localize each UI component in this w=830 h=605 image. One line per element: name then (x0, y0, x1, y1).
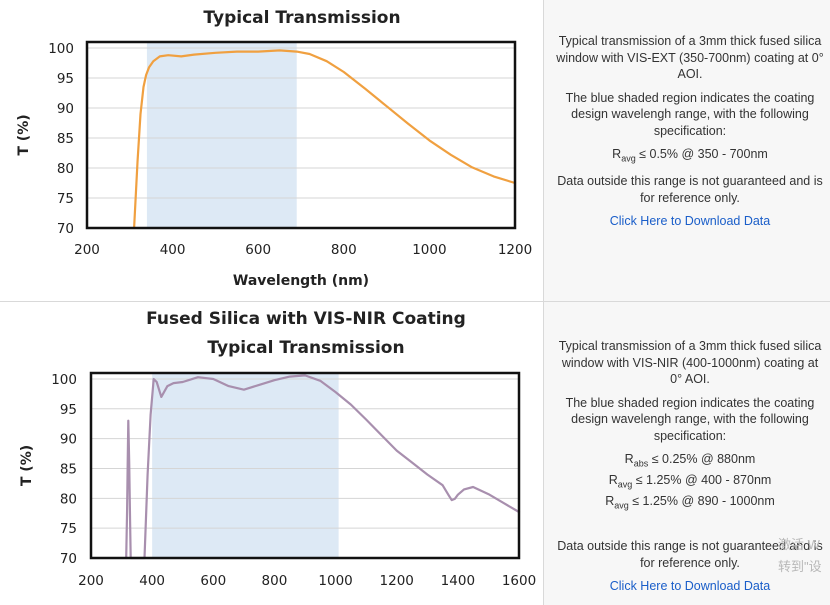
y-tick-label: 95 (57, 71, 74, 87)
y-tick-label: 75 (57, 191, 74, 207)
watermark-line-2: 转到"设 (778, 559, 822, 574)
x-tick-label: 200 (74, 242, 100, 258)
chart-cell-1: Typical Transmission 70 75 80 85 90 95 100 200 40… (0, 0, 543, 301)
chart-title: Typical Transmission (203, 8, 400, 28)
y-axis-label: T (%) (19, 445, 35, 486)
y-tick-label: 70 (60, 551, 77, 567)
coating-range-shade (152, 373, 339, 558)
spec-line: Rabs ≤ 0.25% @ 880nm (624, 452, 756, 469)
x-tick-label: 1000 (318, 573, 352, 589)
spec-list: Ravg ≤ 0.5% @ 350 - 700nm (556, 146, 824, 167)
x-tick-label: 1600 (502, 573, 536, 589)
chart-vis-ext: Typical Transmission 70 75 80 85 90 95 100 200 40… (16, 8, 532, 289)
x-tick-label: 200 (78, 573, 104, 589)
y-tick-label: 70 (57, 221, 74, 237)
y-tick-label: 85 (57, 131, 74, 147)
spec-line: Ravg ≤ 1.25% @ 400 - 870nm (608, 473, 772, 490)
chart-cell-2: Fused Silica with VIS-NIR Coating Typical… (0, 302, 543, 605)
y-tick-label: 100 (51, 372, 77, 388)
info-cell-2: Typical transmission of a 3mm thick fuse… (543, 302, 830, 605)
info-shading-note: The blue shaded region indicates the coa… (565, 90, 815, 138)
chart-title: Typical Transmission (207, 338, 404, 358)
x-tick-label: 600 (245, 242, 271, 258)
info-block-1: Typical transmission of a 3mm thick fuse… (556, 33, 824, 237)
x-tick-label: 800 (331, 242, 357, 258)
watermark-line-1: 激活 W (778, 537, 820, 552)
x-tick-label: 400 (139, 573, 165, 589)
info-cell-1: Typical transmission of a 3mm thick fuse… (543, 0, 830, 301)
y-axis-label: T (%) (16, 114, 32, 155)
x-tick-label: 1200 (380, 573, 414, 589)
plot-frame (85, 40, 517, 230)
x-tick-label: 400 (160, 242, 186, 258)
x-axis-label: Wavelength (nm) (233, 273, 369, 289)
info-block-2: Typical transmission of a 3mm thick fuse… (556, 338, 824, 602)
chart-vis-nir: Fused Silica with VIS-NIR Coating Typical… (19, 309, 536, 589)
x-tick-label: 1200 (498, 242, 532, 258)
y-tick-label: 90 (57, 101, 74, 117)
info-shading-note: The blue shaded region indicates the coa… (565, 395, 815, 443)
info-description: Typical transmission of a 3mm thick fuse… (558, 339, 822, 386)
y-tick-label: 80 (57, 161, 74, 177)
y-tick-label: 100 (48, 41, 74, 57)
y-tick-label: 85 (60, 461, 77, 477)
info-description: Typical transmission of a 3mm thick fuse… (556, 34, 824, 81)
coating-range-shade (146, 42, 297, 228)
y-tick-label: 75 (60, 521, 77, 537)
spec-line: Ravg ≤ 1.25% @ 890 - 1000nm (605, 494, 775, 511)
download-data-link[interactable]: Click Here to Download Data (609, 579, 771, 593)
spec-list: Rabs ≤ 0.25% @ 880nm Ravg ≤ 1.25% @ 400 … (556, 451, 824, 514)
x-tick-label: 600 (200, 573, 226, 589)
info-disclaimer: Data outside this range is not guarantee… (557, 174, 823, 205)
download-data-link[interactable]: Click Here to Download Data (609, 214, 771, 228)
chart-title: Fused Silica with VIS-NIR Coating (146, 309, 466, 329)
x-tick-label: 1400 (441, 573, 475, 589)
y-tick-label: 90 (60, 432, 77, 448)
y-tick-label: 95 (60, 402, 77, 418)
chart-row-2: Fused Silica with VIS-NIR Coating Typical… (0, 302, 830, 605)
x-tick-label: 1000 (412, 242, 446, 258)
x-tick-label: 800 (262, 573, 288, 589)
transmission-line (133, 49, 517, 230)
spec-line: Ravg ≤ 0.5% @ 350 - 700nm (612, 147, 768, 164)
y-tick-label: 80 (60, 491, 77, 507)
plot-frame (89, 371, 521, 560)
info-disclaimer: Data outside this range is not guarantee… (557, 539, 823, 570)
chart-row-1: Typical Transmission 70 75 80 85 90 95 100 200 40… (0, 0, 830, 302)
